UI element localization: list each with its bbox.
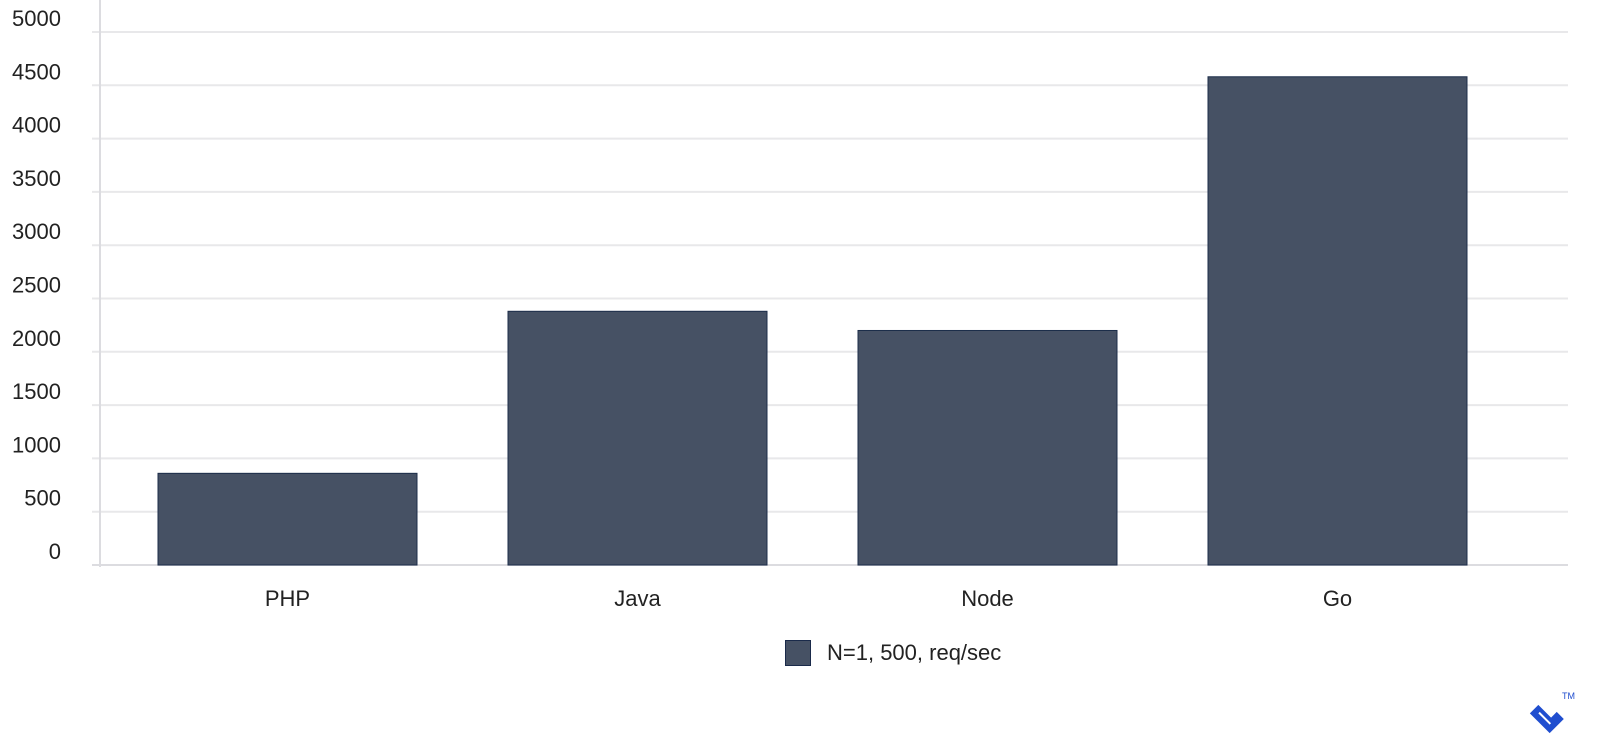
y-tick-label: 3000 xyxy=(12,219,61,244)
toptal-logo: TM xyxy=(1524,691,1584,743)
y-tick-label: 0 xyxy=(49,539,61,564)
bar-node xyxy=(857,329,1118,566)
y-tick-label: 4500 xyxy=(12,59,61,84)
y-tick-label: 3500 xyxy=(12,166,61,191)
x-tick-label: Node xyxy=(961,586,1014,611)
y-tick-label: 2000 xyxy=(12,326,61,351)
y-tick-label: 500 xyxy=(24,486,61,511)
legend-swatch xyxy=(785,640,811,666)
bar-php xyxy=(157,472,418,566)
legend-label: N=1, 500, req/sec xyxy=(827,640,1002,665)
y-tick-label: 1000 xyxy=(12,432,61,457)
y-tick-label: 4000 xyxy=(12,113,61,138)
bar-chart: 0 500 1000 1500 2000 2500 3000 3500 4000 4500 5000… xyxy=(12,0,1568,611)
x-tick-label: PHP xyxy=(265,586,310,611)
x-tick-label: Go xyxy=(1323,586,1352,611)
legend: N=1, 500, req/sec xyxy=(785,640,1001,666)
y-tick-label: 5000 xyxy=(12,6,61,31)
y-tick-label: 1500 xyxy=(12,379,61,404)
bar-java xyxy=(507,310,768,566)
logo-trademark: TM xyxy=(1562,691,1575,701)
x-tick-label: Java xyxy=(614,586,661,611)
y-tick-label: 2500 xyxy=(12,273,61,298)
bar-go xyxy=(1207,76,1468,566)
